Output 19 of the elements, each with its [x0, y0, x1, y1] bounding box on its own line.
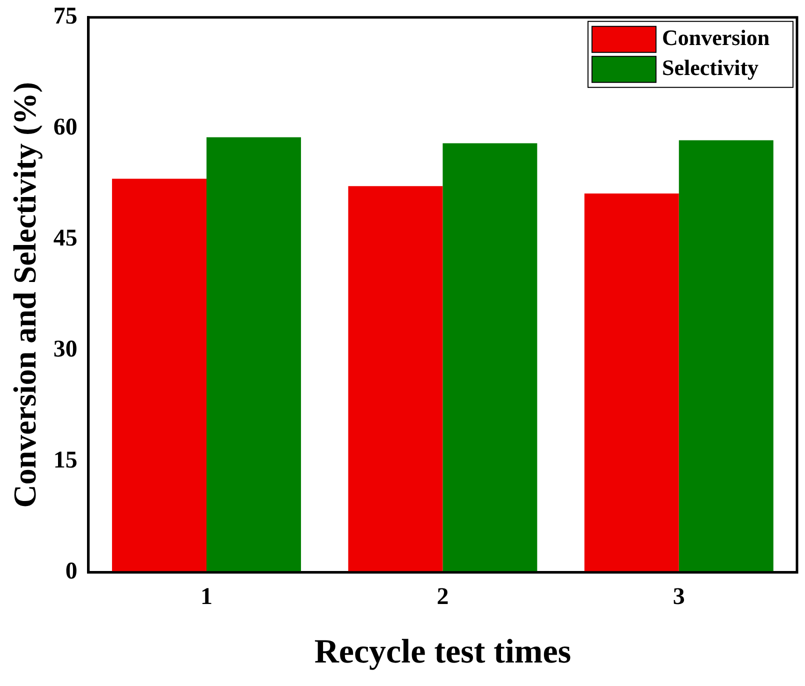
x-tick-label: 2: [436, 584, 449, 610]
y-tick-label: 15: [53, 448, 78, 474]
y-tick-label: 0: [65, 558, 78, 585]
x-tick-label: 1: [200, 584, 212, 610]
bar: [112, 178, 206, 572]
legend-label: Selectivity: [662, 55, 759, 80]
y-axis-title: Conversion and Selectivity (%): [6, 82, 42, 508]
bar: [206, 137, 301, 572]
x-tick-label: 3: [672, 584, 685, 610]
x-axis-title: Recycle test times: [314, 633, 572, 670]
bar: [584, 194, 679, 572]
legend-label: Conversion: [662, 25, 770, 50]
y-tick-label: 60: [53, 114, 78, 141]
bar: [348, 186, 443, 572]
y-tick-label: 30: [53, 336, 78, 363]
bar: [442, 143, 538, 572]
y-tick-label: 75: [53, 4, 78, 30]
bar: [678, 140, 774, 572]
y-tick-label: 45: [53, 226, 78, 252]
